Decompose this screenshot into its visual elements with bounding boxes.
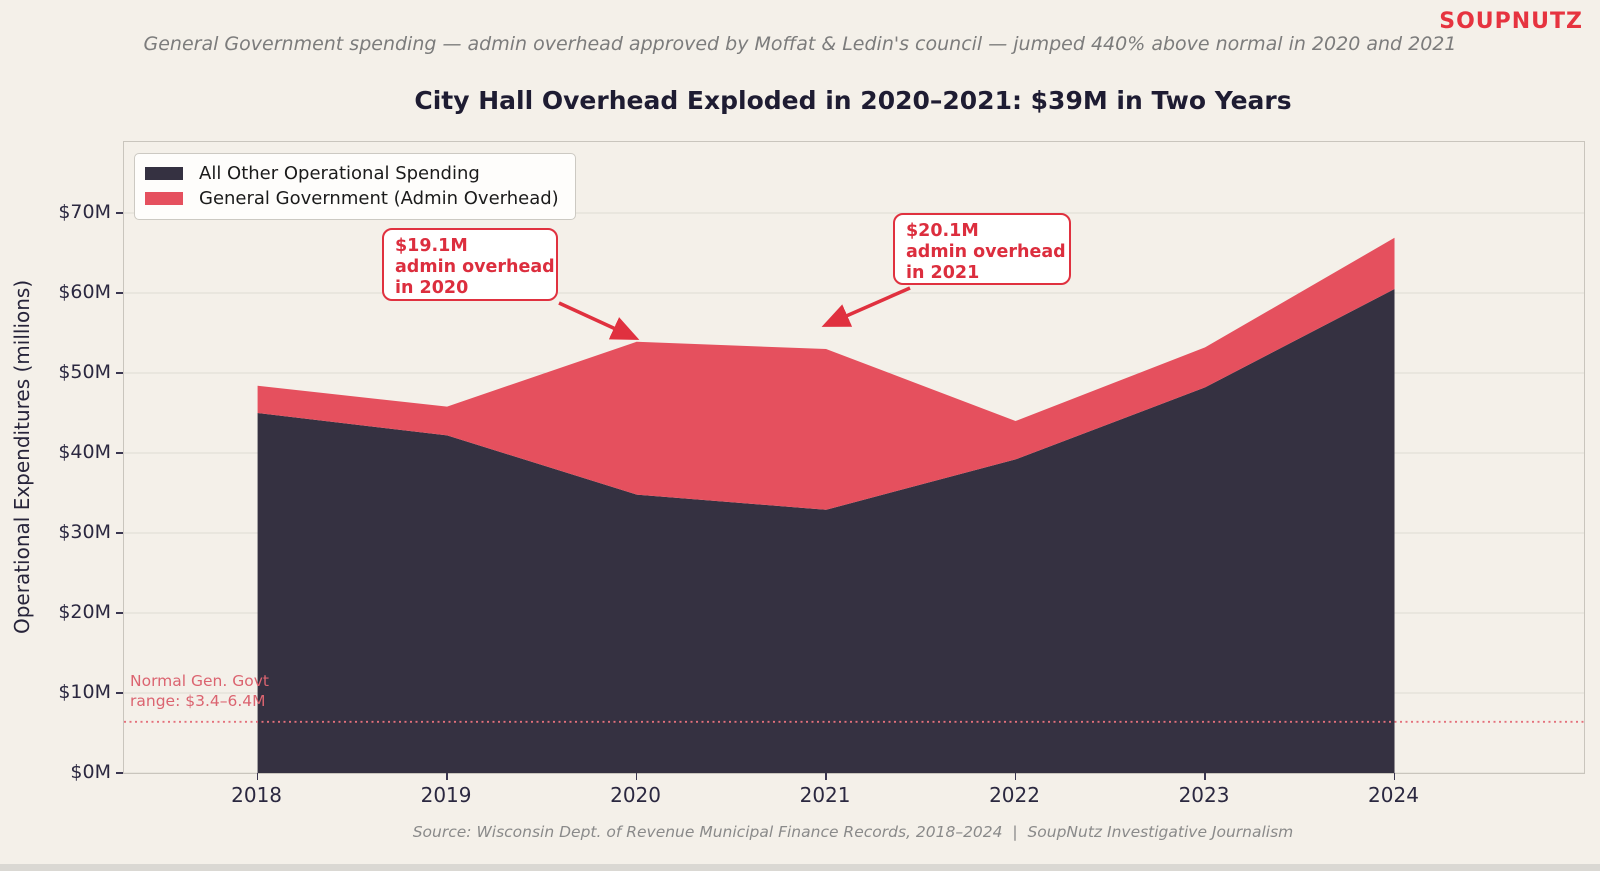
legend-swatch bbox=[145, 192, 183, 205]
y-tick-mark bbox=[116, 612, 123, 614]
y-tick-mark bbox=[116, 532, 123, 534]
annotation-text: admin overhead bbox=[395, 257, 555, 277]
annotation-text: $20.1M bbox=[906, 221, 979, 241]
annotation-callout: $19.1M admin overhead in 2020 bbox=[382, 228, 558, 301]
area-series bbox=[257, 237, 1395, 510]
x-tick-label: 2018 bbox=[231, 783, 283, 807]
y-tick-label: $70M bbox=[58, 201, 111, 223]
chart-title: City Hall Overhead Exploded in 2020–2021… bbox=[414, 86, 1292, 115]
x-tick-mark bbox=[635, 773, 638, 780]
x-tick-label: 2024 bbox=[1368, 783, 1419, 807]
x-tick-mark bbox=[446, 773, 448, 780]
legend: All Other Operational Spending General Go… bbox=[134, 153, 576, 220]
y-tick-mark bbox=[116, 772, 123, 774]
y-tick-label: $40M bbox=[58, 441, 111, 463]
annotation-text: $19.1M bbox=[395, 236, 468, 256]
x-tick-label: 2021 bbox=[799, 783, 851, 807]
x-tick-mark bbox=[825, 773, 827, 780]
legend-label: All Other Operational Spending bbox=[199, 163, 480, 184]
y-tick-mark bbox=[116, 692, 123, 694]
y-tick-mark bbox=[116, 372, 123, 374]
y-tick-label: $20M bbox=[58, 601, 111, 623]
window-edge bbox=[0, 864, 1600, 871]
area-chart-canvas bbox=[124, 212, 1584, 773]
y-tick-mark bbox=[116, 452, 123, 454]
y-tick-mark bbox=[116, 292, 123, 294]
x-tick-label: 2023 bbox=[1178, 783, 1230, 807]
x-tick-label: 2019 bbox=[420, 783, 472, 807]
annotation-arrow bbox=[821, 286, 911, 327]
y-tick-label: $0M bbox=[70, 761, 111, 783]
brand-logo: SOUPNUTZ bbox=[1439, 9, 1583, 34]
annotation-arrow bbox=[558, 301, 640, 340]
legend-label: General Government (Admin Overhead) bbox=[199, 188, 559, 209]
normal-range-label-line: Normal Gen. Govt bbox=[130, 671, 269, 690]
legend-item: General Government (Admin Overhead) bbox=[145, 186, 565, 211]
normal-range-label: Normal Gen. Govt range: $3.4–6.4M bbox=[130, 671, 269, 711]
annotation-text: in 2020 bbox=[395, 278, 469, 298]
x-tick-mark bbox=[1393, 773, 1395, 780]
x-tick-mark bbox=[1204, 773, 1206, 780]
y-tick-label: $10M bbox=[58, 681, 111, 703]
area-series bbox=[257, 289, 1395, 773]
x-tick-label: 2022 bbox=[989, 783, 1040, 807]
x-tick-mark bbox=[1014, 773, 1017, 780]
legend-swatch bbox=[145, 167, 183, 180]
plot-area: All Other Operational Spending General Go… bbox=[123, 141, 1585, 774]
annotation-text: admin overhead bbox=[906, 242, 1066, 262]
normal-range-label-line: range: $3.4–6.4M bbox=[130, 691, 266, 710]
annotation-text: in 2021 bbox=[906, 263, 980, 283]
x-tick-mark bbox=[256, 773, 259, 780]
y-tick-label: $50M bbox=[58, 361, 111, 383]
source-caption: Source: Wisconsin Dept. of Revenue Munic… bbox=[412, 823, 1294, 841]
annotation-callout: $20.1M admin overhead in 2021 bbox=[893, 213, 1071, 285]
y-tick-label: $30M bbox=[58, 521, 111, 543]
y-tick-mark bbox=[116, 212, 123, 214]
y-tick-label: $60M bbox=[58, 281, 111, 303]
x-tick-label: 2020 bbox=[610, 783, 662, 807]
chart-subtitle: General Government spending — admin over… bbox=[143, 33, 1457, 55]
legend-item: All Other Operational Spending bbox=[145, 161, 565, 186]
